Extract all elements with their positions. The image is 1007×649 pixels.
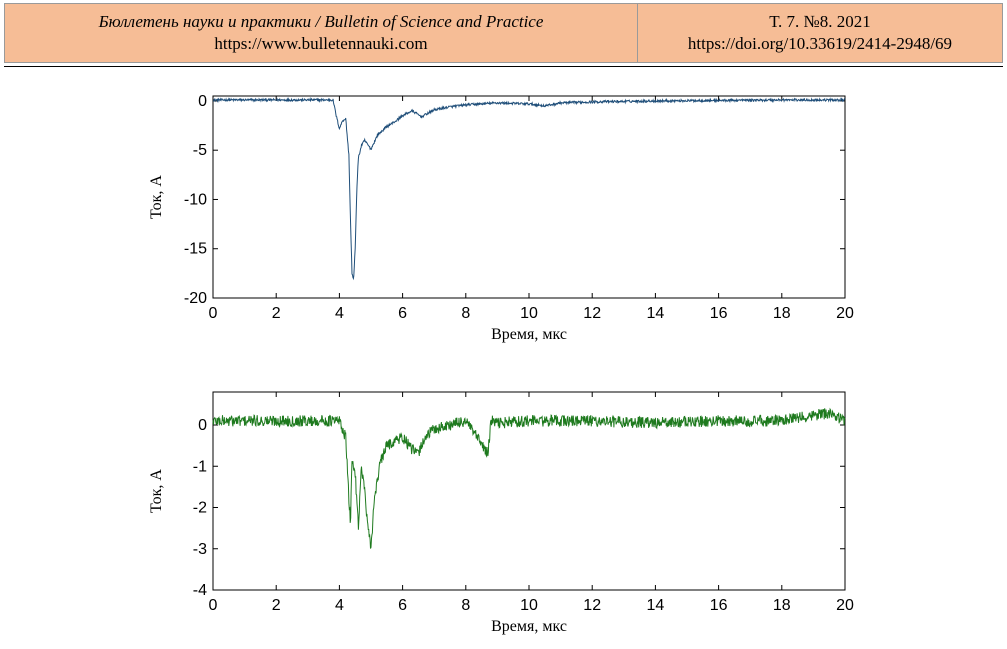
x-tick-label: 12 <box>583 597 601 614</box>
y-tick-label: -3 <box>193 541 207 558</box>
journal-site[interactable]: https://www.bulletennauki.com <box>214 34 428 53</box>
y-tick-label: -4 <box>193 582 207 599</box>
doi-link[interactable]: https://doi.org/10.33619/2414-2948/69 <box>687 34 953 53</box>
y-axis-title: Ток, А <box>148 469 165 513</box>
journal-header: Бюллетень науки и практики / Bulletin of… <box>4 3 1003 63</box>
current-series-line <box>213 96 846 281</box>
y-tick-label: -2 <box>193 500 207 517</box>
y-tick-label: 0 <box>198 417 207 434</box>
x-tick-label: 8 <box>461 305 470 322</box>
issue-number: Т. 7. №8. 2021 <box>769 12 871 31</box>
current-series-line <box>212 407 846 549</box>
x-tick-label: 0 <box>209 597 218 614</box>
x-tick-label: 10 <box>520 305 538 322</box>
x-tick-label: 4 <box>335 305 344 322</box>
x-tick-label: 14 <box>647 305 665 322</box>
journal-name: Бюллетень науки и практики / Bulletin of… <box>98 12 544 31</box>
x-tick-label: 20 <box>836 597 854 614</box>
x-tick-label: 20 <box>836 305 854 322</box>
x-tick-label: 0 <box>209 305 218 322</box>
y-tick-label: -15 <box>184 241 207 258</box>
x-axis-title: Время, мкс <box>491 326 567 343</box>
y-tick-label: 0 <box>198 93 207 110</box>
x-tick-label: 12 <box>583 305 601 322</box>
y-tick-label: -5 <box>193 142 207 159</box>
x-tick-label: 18 <box>773 597 791 614</box>
x-tick-label: 6 <box>398 597 407 614</box>
x-tick-label: 4 <box>335 597 344 614</box>
x-tick-label: 16 <box>710 597 728 614</box>
x-tick-label: 16 <box>710 305 728 322</box>
x-tick-label: 2 <box>272 305 281 322</box>
x-tick-label: 2 <box>272 597 281 614</box>
y-tick-label: -10 <box>184 191 207 208</box>
y-tick-label: -20 <box>184 290 207 307</box>
y-tick-label: -1 <box>193 458 207 475</box>
x-tick-label: 6 <box>398 305 407 322</box>
x-tick-label: 8 <box>461 597 470 614</box>
x-axis-title: Время, мкс <box>491 618 567 635</box>
x-tick-label: 18 <box>773 305 791 322</box>
x-tick-label: 10 <box>520 597 538 614</box>
header-divider <box>4 66 1003 67</box>
y-axis-title: Ток, А <box>148 175 165 219</box>
issue-info-cell: Т. 7. №8. 2021 https://doi.org/10.33619/… <box>637 3 1003 63</box>
journal-info-cell: Бюллетень науки и практики / Bulletin of… <box>4 3 637 63</box>
x-tick-label: 14 <box>647 597 665 614</box>
